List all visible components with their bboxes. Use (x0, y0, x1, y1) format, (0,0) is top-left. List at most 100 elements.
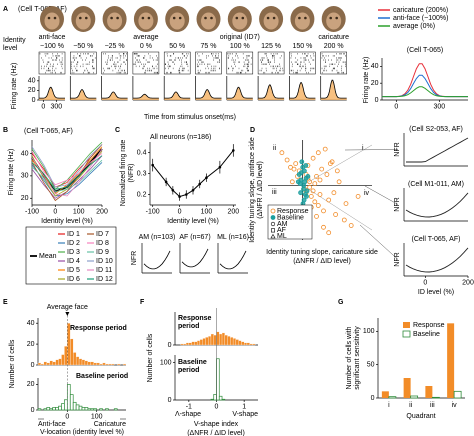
histogram-bar (232, 338, 237, 346)
legend-label: ID 10 (96, 258, 113, 265)
histogram-bar (111, 363, 115, 366)
legend-swatch (270, 208, 276, 214)
axis-label: ID level (%) (418, 289, 454, 296)
psth-line (289, 82, 316, 99)
face-image (272, 16, 276, 20)
scatter-point (310, 188, 316, 194)
line-series (31, 148, 103, 197)
face-image (85, 16, 88, 20)
histogram-bar (61, 354, 65, 366)
legend-label: ID 7 (96, 231, 109, 238)
face-image (110, 16, 113, 20)
histogram-bar (108, 363, 112, 366)
y-tick-label: 0 (168, 342, 172, 349)
panel-label: D (250, 127, 255, 134)
histogram-bar (224, 334, 228, 346)
axis-label: Identity tuning slope, antiface side (249, 137, 256, 243)
histogram-bar (238, 340, 242, 346)
scatter-point (312, 199, 318, 205)
bar (425, 386, 433, 398)
y-tick-label: 40 (27, 320, 35, 327)
point (198, 182, 202, 186)
panel-label: B (3, 127, 8, 134)
inset-curve (143, 250, 171, 270)
histogram-bar (249, 343, 253, 346)
level-label: −25 % (105, 43, 125, 50)
legend-label: Baseline (413, 331, 440, 338)
scatter-point (304, 188, 310, 194)
scatter-point (291, 166, 297, 172)
bar (431, 396, 440, 399)
histogram-bar (49, 360, 53, 366)
x-tick-label: 200 (462, 279, 474, 286)
y-tick-label: 0 (32, 97, 36, 104)
histogram-bar (105, 363, 109, 366)
histogram-bar (244, 342, 248, 346)
axis-label: NFR (394, 252, 401, 266)
scatter-point (314, 173, 319, 179)
face-image (172, 16, 176, 20)
axis-label: V-shape index (194, 421, 239, 428)
cell-label: (Cell T-065, AF) (18, 6, 67, 13)
inset-curve (406, 137, 469, 163)
face-image (47, 16, 51, 20)
histogram-bar (49, 408, 54, 411)
level-label: −50 % (73, 43, 93, 50)
level-label: −100 % (40, 43, 64, 50)
histogram-bar (235, 339, 239, 346)
y-tick-label: 0.4 (137, 149, 147, 156)
face-image (204, 16, 207, 20)
histogram-bar (185, 342, 189, 346)
scatter-point (310, 155, 316, 161)
scatter-point (341, 217, 347, 223)
x-tick-label: 100 (201, 208, 213, 215)
psth-area (226, 87, 253, 100)
group-label: original (ID7) (220, 34, 260, 41)
histogram-bar (61, 403, 65, 411)
face-image (326, 12, 342, 30)
x-tick-label: iv (452, 402, 458, 409)
bar (381, 391, 389, 398)
legend-label: ID 12 (96, 276, 113, 283)
scatter-point (333, 212, 339, 217)
axis-label: Time from stimulus onset(ms) (144, 114, 236, 121)
face-image (147, 16, 151, 20)
quadrant-label: iii (272, 189, 277, 196)
y-tick-label: 0 (371, 395, 375, 402)
histogram-bar (52, 407, 56, 411)
raster (163, 51, 191, 75)
axis-label: Firing rate (Hz) (363, 57, 370, 104)
legend-swatch (402, 330, 411, 338)
scatter-point (334, 168, 340, 174)
x-tick-label: 200 (96, 208, 108, 215)
psth-line (382, 63, 468, 98)
histogram-bar (64, 346, 68, 366)
histogram-bar (113, 408, 118, 411)
legend-label: ID 4 (67, 258, 80, 265)
scatter-point (304, 193, 309, 199)
histogram-bar (66, 384, 71, 411)
histogram-bar (230, 337, 234, 346)
face-image (44, 12, 60, 30)
scatter-point (336, 179, 342, 185)
link-line (359, 224, 399, 260)
legend-label: ID 11 (96, 267, 112, 274)
scatter-point (317, 192, 323, 197)
legend-label: ID 9 (96, 249, 109, 256)
scatter-point (326, 230, 332, 236)
x-tick-label: iii (430, 402, 435, 409)
legend-swatch (270, 228, 275, 233)
face-image (169, 12, 185, 30)
histogram-bar (216, 331, 220, 346)
cell-label: (Cell T-065) (407, 47, 443, 54)
scatter-point (307, 184, 313, 190)
axis-label: (ΔNFR / ΔID level) (187, 430, 245, 436)
bar (388, 396, 397, 399)
legend-label: AM (277, 221, 288, 228)
axis-label: Firing rate (Hz) (11, 63, 18, 110)
y-tick-label: 0 (31, 362, 35, 369)
histogram-bar (216, 358, 220, 401)
raster (226, 51, 254, 75)
x-tick-label: 0 (41, 103, 45, 110)
